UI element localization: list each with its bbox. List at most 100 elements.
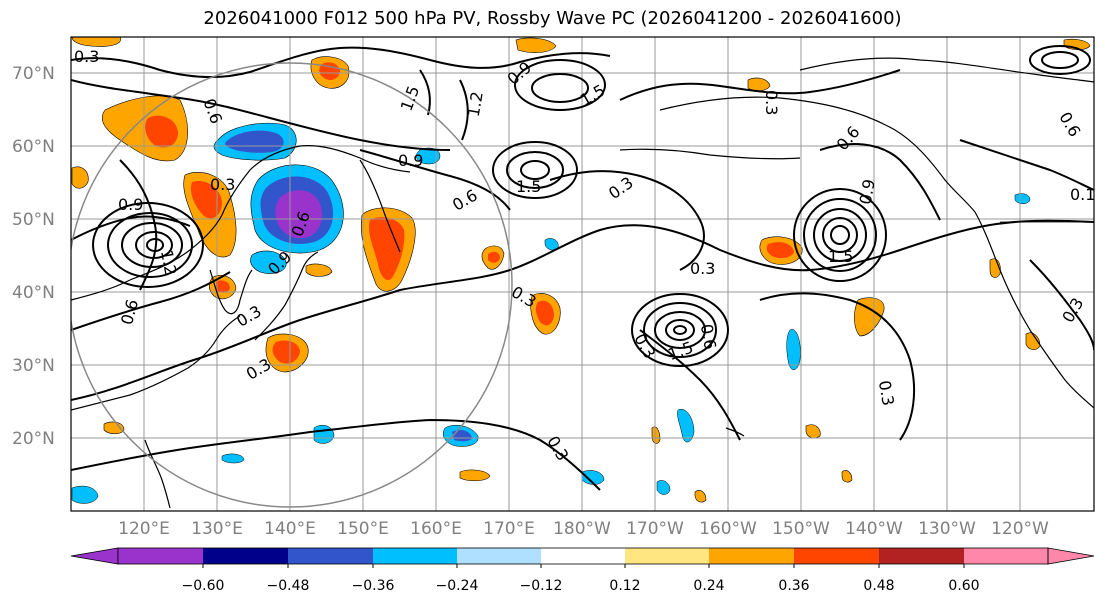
colorbar-segment bbox=[373, 548, 457, 564]
contour-label: 0.3 bbox=[762, 90, 781, 115]
contour-0.9-a bbox=[359, 149, 511, 211]
colorbar-extend-low bbox=[70, 547, 119, 565]
ring-pac-1 bbox=[631, 293, 729, 367]
contour-sw-0.3 bbox=[71, 271, 231, 331]
contour-label: 0.9 bbox=[856, 178, 879, 206]
colorbar-segment bbox=[457, 548, 541, 564]
ring-gulf-1 bbox=[793, 188, 887, 282]
contour-label: 0.6 bbox=[697, 323, 720, 351]
contour-label: 1.5 bbox=[828, 247, 853, 266]
coast-alaska bbox=[659, 96, 976, 213]
ring-west-1 bbox=[92, 202, 204, 288]
lon-label: 150°E bbox=[337, 519, 389, 539]
lat-label: 60°N bbox=[12, 137, 55, 157]
colorbar-tick-label: 0.36 bbox=[778, 578, 809, 594]
lat-label: 20°N bbox=[12, 429, 55, 449]
neg-anomaly-small8 bbox=[677, 408, 695, 443]
coast-philippines bbox=[144, 439, 171, 509]
ring-west-5 bbox=[146, 238, 164, 252]
contour-e-0.6 bbox=[819, 143, 941, 221]
lon-label: 120°E bbox=[118, 519, 170, 539]
contour-left bbox=[119, 159, 158, 291]
lon-label: 180°W bbox=[553, 519, 611, 539]
contour-mid bbox=[549, 170, 705, 271]
ring-west-3 bbox=[121, 222, 183, 268]
contour-upper-0.3 bbox=[71, 46, 611, 79]
contour-se bbox=[1029, 259, 1094, 351]
contour-east-0.3 bbox=[759, 292, 916, 441]
pos-anomaly-kamchatka-core bbox=[368, 217, 405, 281]
pos-anomaly-n14 bbox=[841, 470, 853, 483]
colorbar-tick-label: 0.12 bbox=[609, 578, 640, 594]
colorbar-tick-label: −0.36 bbox=[352, 578, 395, 594]
colorbar-segment bbox=[625, 548, 709, 564]
ring-pac-4 bbox=[665, 319, 695, 341]
colorbar-extend-high bbox=[1047, 547, 1095, 565]
coast-na-west bbox=[974, 211, 1094, 409]
latitude-labels: 70°N 60°N 50°N 40°N 30°N 20°N bbox=[12, 64, 55, 449]
lon-label: 160°W bbox=[699, 519, 757, 539]
coastlines bbox=[71, 57, 1094, 509]
ring-pac-5 bbox=[673, 325, 687, 335]
lon-label: 130°W bbox=[918, 519, 976, 539]
contour-w-0.6 bbox=[71, 215, 191, 241]
coast-china bbox=[71, 315, 241, 411]
neg-anomaly-small1 bbox=[416, 147, 441, 165]
ring-mid-1 bbox=[492, 141, 578, 199]
contour-label: 0.3 bbox=[690, 259, 715, 278]
lat-label: 70°N bbox=[12, 64, 55, 84]
coast-korea bbox=[209, 269, 253, 315]
pos-anomaly-n10 bbox=[651, 426, 661, 444]
ring-ne-1 bbox=[1029, 45, 1091, 75]
lat-label: 50°N bbox=[12, 210, 55, 230]
coast-asia bbox=[71, 145, 411, 301]
contour-low-s bbox=[71, 418, 601, 491]
colorbar-tick-label: −0.48 bbox=[267, 578, 310, 594]
colorbar-tick-label: 0.48 bbox=[863, 578, 894, 594]
contour-label: 0.9 bbox=[118, 195, 143, 214]
contour-0.6-a bbox=[71, 79, 451, 151]
pos-anomaly-pac2-core bbox=[766, 242, 794, 259]
lon-label: 150°W bbox=[772, 519, 830, 539]
neg-anomaly-japan-sea-inner bbox=[275, 190, 323, 239]
lon-label: 160°E bbox=[410, 519, 462, 539]
lon-label: 170°W bbox=[626, 519, 684, 539]
colorbar-segment bbox=[118, 548, 203, 564]
colorbar-tick-label: −0.24 bbox=[436, 578, 479, 594]
neg-anomaly-okhotsk-core bbox=[225, 130, 284, 153]
contour-label: 1.2 bbox=[464, 90, 487, 118]
colorbar-segment bbox=[794, 548, 879, 564]
lat-label: 40°N bbox=[12, 283, 55, 303]
lon-label: 120°W bbox=[991, 519, 1049, 539]
contour-label: 0.1 bbox=[1070, 185, 1095, 204]
longitude-labels: 120°E 130°E 140°E 150°E 160°E 170°E 180°… bbox=[118, 519, 1049, 539]
contour-label: 0.3 bbox=[210, 175, 235, 194]
contour-label: 1.2 bbox=[157, 249, 180, 277]
lat-label: 30°N bbox=[12, 356, 55, 376]
map-frame bbox=[70, 36, 1095, 512]
neg-anomaly-kurile bbox=[250, 250, 287, 274]
contour-main-0.3 bbox=[71, 219, 1094, 401]
pos-anomaly-pac6-core bbox=[216, 280, 230, 293]
pos-anomaly-n9 bbox=[805, 424, 821, 439]
colorbar-segment bbox=[288, 548, 373, 564]
coast-japan bbox=[254, 251, 319, 341]
colorbar-segment bbox=[203, 548, 288, 564]
ring-west-2 bbox=[107, 212, 193, 278]
pos-anomaly-n8 bbox=[103, 421, 125, 435]
ring-gulf-3 bbox=[813, 208, 867, 262]
contour-ne bbox=[959, 139, 1094, 191]
map-title: 2026041000 F012 500 hPa PV, Rossby Wave … bbox=[203, 8, 902, 29]
pos-anomaly-n7 bbox=[459, 469, 491, 482]
coast-kamchatka bbox=[359, 159, 401, 253]
colorbar-segment bbox=[879, 548, 964, 564]
lon-label: 140°W bbox=[845, 519, 903, 539]
pos-anomaly-n13 bbox=[694, 490, 707, 503]
neg-anomaly-small11 bbox=[656, 480, 671, 495]
pos-anomaly-pac1-core bbox=[535, 300, 554, 326]
ring-pac-3 bbox=[654, 311, 706, 349]
ring-gulf-2 bbox=[803, 198, 877, 272]
pos-anomaly-siberia-core bbox=[145, 115, 178, 148]
coast-aleutians bbox=[619, 148, 801, 160]
lon-label: 170°E bbox=[483, 519, 535, 539]
